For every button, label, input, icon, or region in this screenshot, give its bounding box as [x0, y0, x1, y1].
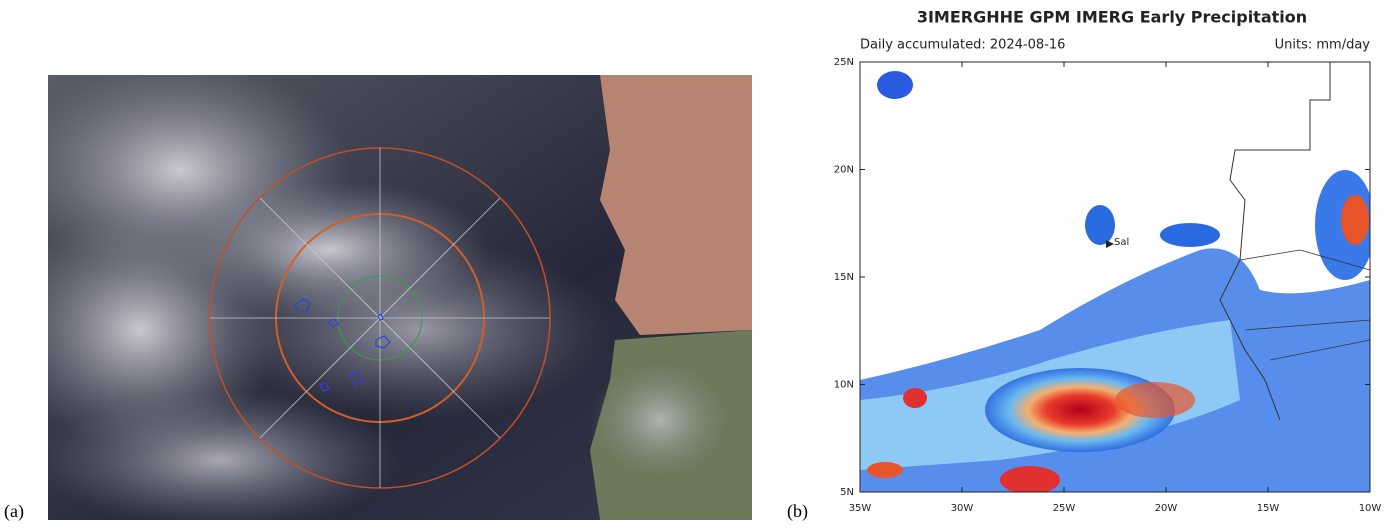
lon-label: 15W [1257, 503, 1280, 514]
lon-label: 35W [849, 503, 872, 514]
lat-label: 20N [834, 165, 854, 176]
panel-label: (b) [787, 501, 808, 522]
map-title: 3IMERGHHE GPM IMERG Early Precipitation [917, 8, 1307, 27]
map-subtitle: Daily accumulated: 2024-08-16 [860, 38, 1065, 53]
lon-label: 10W [1359, 503, 1382, 514]
lat-label: 5N [840, 487, 854, 498]
precipitation-map [860, 62, 1375, 494]
lat-label: 25N [834, 57, 854, 68]
lon-label: 20W [1155, 503, 1178, 514]
lat-label: 10N [834, 380, 854, 391]
map-units: Units: mm/day [1275, 38, 1371, 53]
satellite-image [0, 60, 752, 527]
figure: (a) 3IMERGHHE GPM IMERG Early Precipitat… [0, 0, 1398, 527]
lon-label: 25W [1053, 503, 1076, 514]
panel-label: (a) [4, 501, 24, 522]
place-label: Sal [1114, 237, 1129, 248]
lat-label: 15N [834, 272, 854, 283]
lon-label: 30W [951, 503, 974, 514]
